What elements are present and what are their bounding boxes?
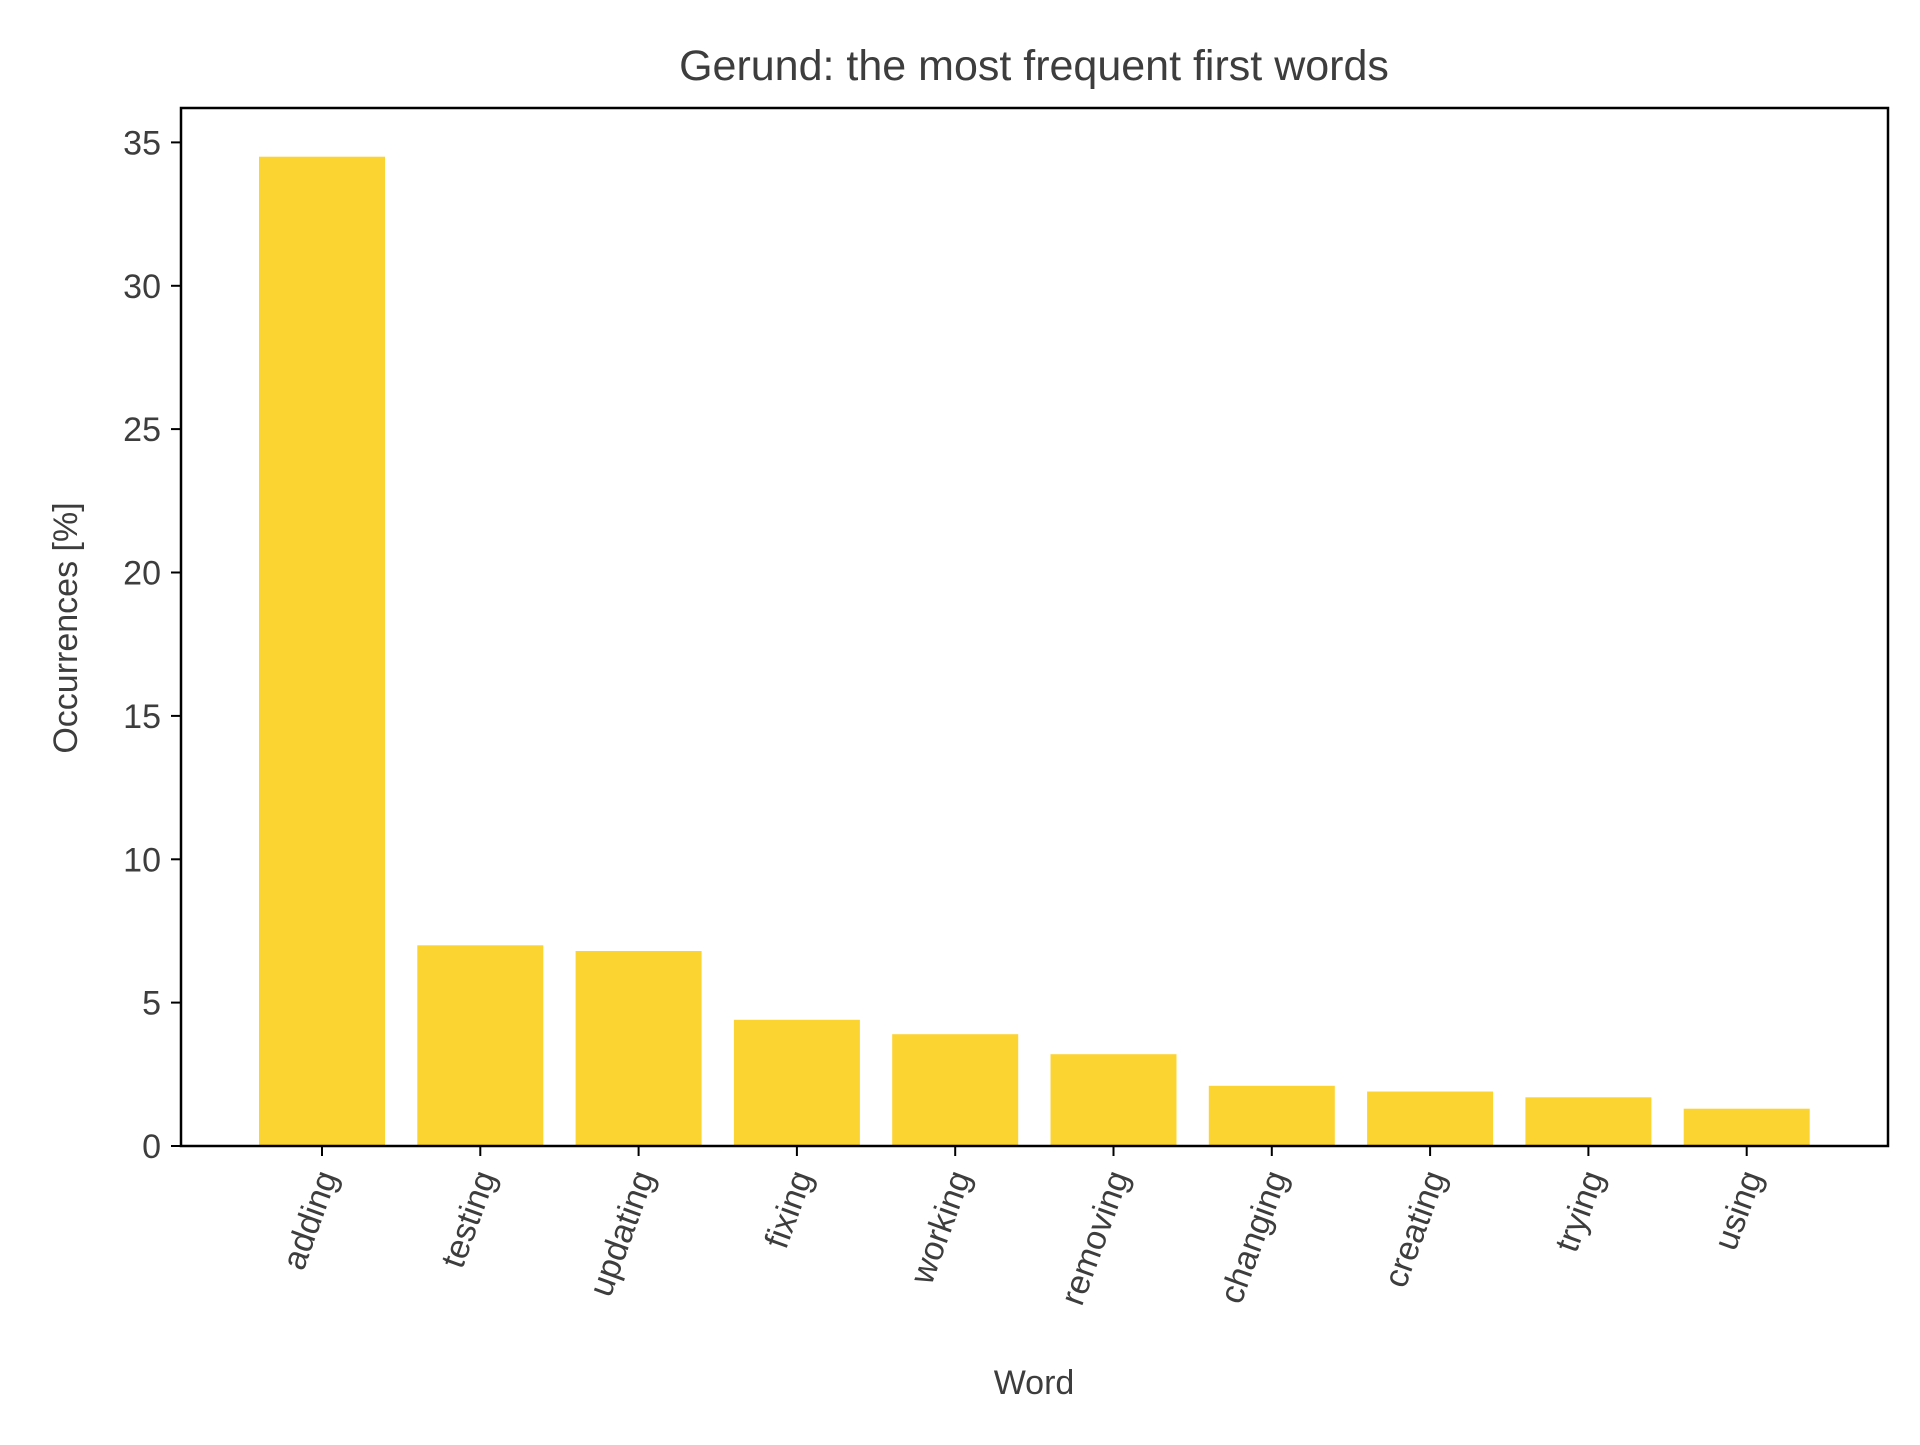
bar-trying xyxy=(1525,1097,1652,1146)
bar-fixing xyxy=(733,1019,860,1146)
bar-updating xyxy=(575,951,702,1146)
bar-changing xyxy=(1208,1085,1335,1146)
y-tick-label: 25 xyxy=(123,411,161,449)
bar-using xyxy=(1683,1108,1810,1146)
y-axis-label: Occurrences [%] xyxy=(47,502,85,753)
x-axis-label: Word xyxy=(994,1364,1075,1402)
y-tick-label: 20 xyxy=(123,555,161,593)
bar-testing xyxy=(417,945,544,1146)
plot-frame xyxy=(179,106,1890,1148)
y-tick-label: 10 xyxy=(123,841,161,879)
chart-title: Gerund: the most frequent first words xyxy=(679,42,1389,90)
bar-working xyxy=(892,1034,1019,1146)
y-tick-label: 5 xyxy=(142,985,161,1023)
y-axis-ticks: 0 5 10 15 20 25 30 35 xyxy=(123,124,181,1166)
bar-removing xyxy=(1050,1054,1177,1146)
bars-group xyxy=(259,156,1810,1146)
y-tick-label: 35 xyxy=(123,124,161,162)
bar-adding xyxy=(259,156,385,1146)
y-tick-label: 30 xyxy=(123,268,161,306)
bar-creating xyxy=(1367,1091,1494,1146)
y-tick-label: 0 xyxy=(142,1128,161,1166)
y-tick-label: 15 xyxy=(123,698,161,736)
